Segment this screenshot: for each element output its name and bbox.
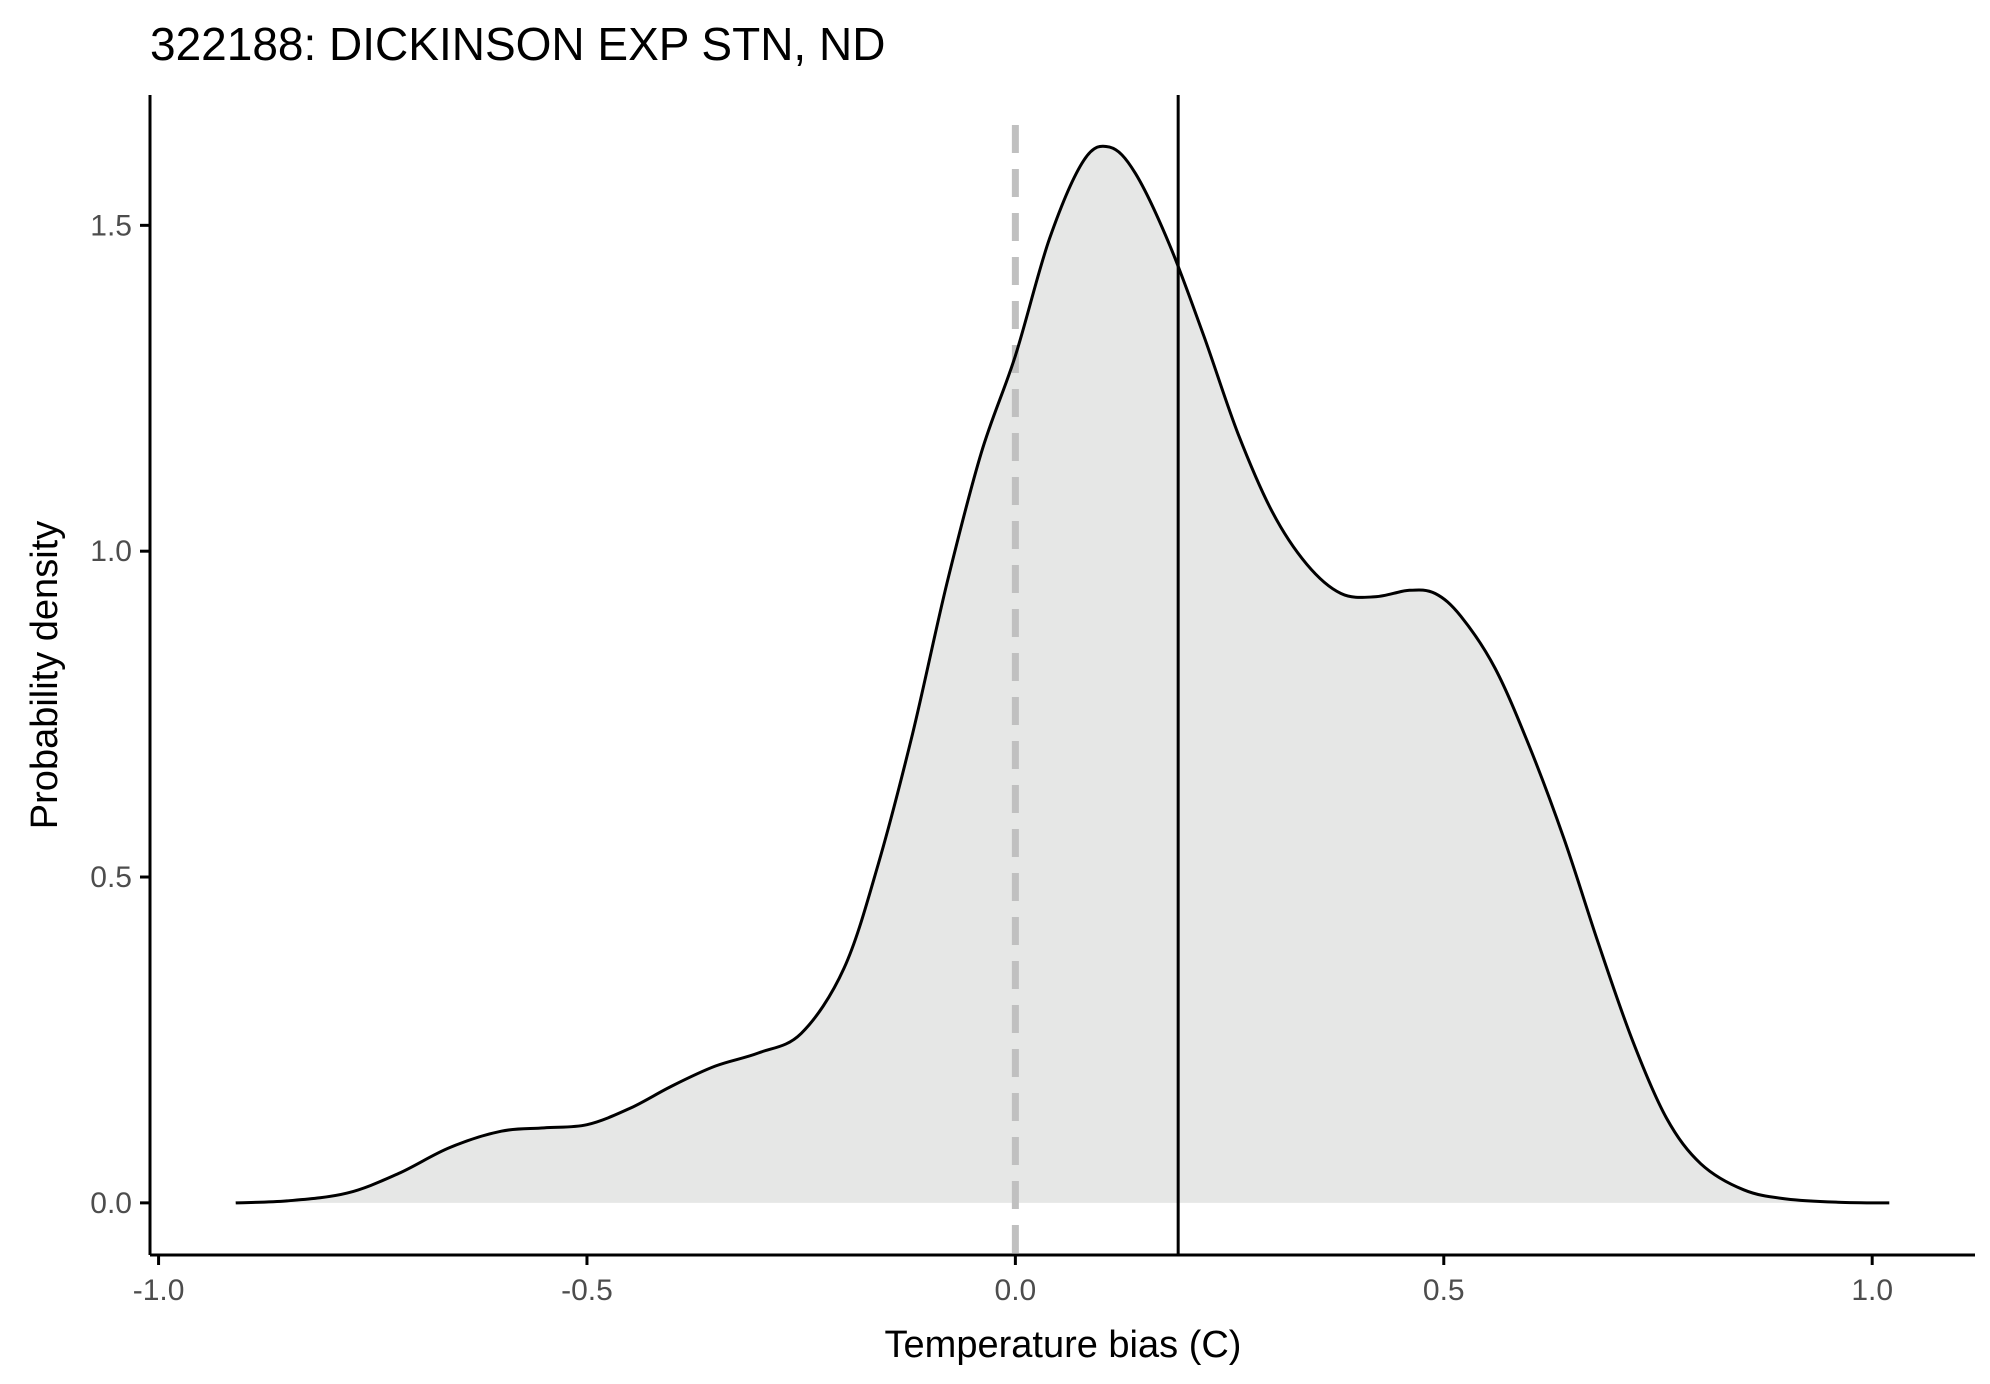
x-axis: -1.0 -0.5 0.0 0.5 1.0 bbox=[133, 1253, 1975, 1307]
x-tick-label: -0.5 bbox=[561, 1274, 613, 1307]
x-axis-title: Temperature bias (C) bbox=[885, 1324, 1242, 1366]
y-tick-label: 0.5 bbox=[90, 861, 132, 894]
density-curve bbox=[235, 144, 1890, 1205]
y-tick-label: 1.0 bbox=[90, 535, 132, 568]
chart-title: 322188: DICKINSON EXP STN, ND bbox=[150, 18, 885, 70]
y-axis: 0.0 0.5 1.0 1.5 bbox=[90, 95, 152, 1255]
x-tick-label: -1.0 bbox=[133, 1274, 185, 1307]
y-tick-label: 0.0 bbox=[90, 1187, 132, 1220]
density-fill bbox=[235, 146, 1890, 1203]
plot-area bbox=[235, 95, 1890, 1255]
x-tick-label: 0.0 bbox=[995, 1274, 1037, 1307]
y-tick-label: 1.5 bbox=[90, 209, 132, 242]
x-tick-label: 1.0 bbox=[1851, 1274, 1893, 1307]
y-axis-title: Probability density bbox=[24, 521, 66, 829]
x-tick-label: 0.5 bbox=[1423, 1274, 1465, 1307]
